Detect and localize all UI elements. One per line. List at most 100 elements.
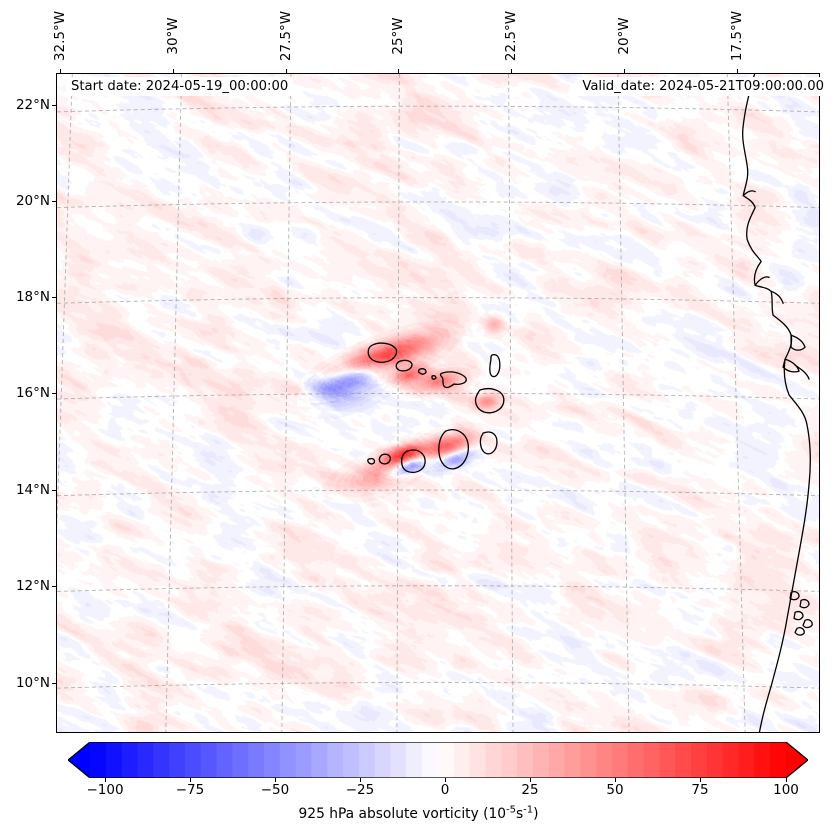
colorbar-band-23 [453,742,471,778]
river-mouth-2 [782,358,800,373]
cape-detail-1 [742,190,756,197]
ytick-mark-2 [52,297,56,299]
ytick-label-1: 20°N [15,193,50,209]
west-africa-coastline [742,74,811,732]
start-date-annotation: Start date: 2024-05-19_00:00:00 [66,77,294,97]
ytick-mark-1 [52,201,56,203]
parallel-0 [57,105,819,113]
colorbar-band-18 [374,742,392,778]
xtick-label-1: 30°W [165,17,181,55]
ytick-mark-4 [52,490,56,492]
xtick-label-0: 32.5°W [52,10,68,62]
colorbar-band-37 [675,742,692,778]
coastlines [367,74,813,732]
colorbar-tick-6: 50 [606,782,624,798]
colorbar-tick-4: 0 [440,782,450,798]
colorbar-label-mid: s [515,806,524,822]
colorbar-band-12 [279,742,297,778]
colorbar-tick-mark-4 [445,778,447,782]
xtick-label-3: 25°W [390,17,406,55]
islet-2 [799,598,810,609]
colorbar-band-16 [343,742,360,778]
colorbar[interactable] [68,742,808,778]
colorbar-axis-label: 925 hPa absolute vorticity (10-5s-1) [0,804,837,822]
colorbar-band-36 [659,742,676,778]
colorbar-band-15 [327,742,344,778]
colorbar-tick-mark-8 [786,778,788,782]
colorbar-band-30 [564,742,581,778]
colorbar-label-text: 925 hPa absolute vorticity (10 [298,806,507,822]
cape-detail-2 [770,290,784,304]
colorbar-gradient [68,742,808,778]
colorbar-band-22 [438,742,455,778]
parallel-3 [57,392,819,400]
colorbar-tick-mark-5 [530,778,532,782]
gambia-river [794,364,810,380]
colorbar-band-27 [517,742,534,778]
colorbar-label-exp1: -5 [506,804,516,816]
meridian-5 [617,74,630,732]
islet-4 [802,619,813,629]
colorbar-band-4 [153,742,170,778]
colorbar-band-2 [121,742,139,778]
meridian-6 [726,74,746,732]
ytick-mark-3 [52,393,56,395]
colorbar-band-5 [169,742,186,778]
colorbar-band-8 [216,742,233,778]
colorbar-band-26 [501,742,518,778]
xtick-label-2: 27.5°W [278,10,294,62]
xtick-mark-6 [737,69,739,73]
colorbar-band-20 [406,742,423,778]
colorbar-tick-2: −50 [260,782,290,798]
island-santiago [438,429,469,470]
ytick-label-2: 18°N [15,289,50,305]
colorbar-tick-mark-7 [700,778,702,782]
colorbar-band-24 [469,742,487,778]
parallel-6 [57,682,819,689]
colorbar-band-33 [612,742,629,778]
xtick-label-6: 17.5°W [729,10,745,62]
colorbar-tick-mark-6 [615,778,617,782]
island-boa-vista [474,388,505,414]
islet-1 [789,590,800,601]
colorbar-band-14 [311,742,328,778]
xtick-label-4: 22.5°W [503,10,519,62]
lat-lon-gridlines [57,74,819,732]
island-sao-nicolau [439,371,467,389]
ytick-label-3: 16°N [15,385,50,401]
meridian-2 [281,74,292,732]
colorbar-band-38 [691,742,708,778]
colorbar-tick-mark-2 [275,778,277,782]
island-sao-vicente [395,359,413,372]
meridian-0 [57,74,73,533]
map-plot-area[interactable] [56,73,820,733]
ytick-label-5: 12°N [15,578,50,594]
colorbar-band-42 [754,742,771,778]
colorbar-band-3 [137,742,154,778]
ytick-mark-0 [52,105,56,107]
xtick-mark-5 [624,69,626,73]
islet-5 [794,627,805,636]
parallel-5 [57,585,819,592]
ytick-mark-6 [52,683,56,685]
colorbar-band-13 [295,742,313,778]
cape-blanc [754,276,770,287]
colorbar-band-19 [390,742,407,778]
colorbar-band-41 [738,742,755,778]
colorbar-band-34 [627,742,645,778]
ytick-label-4: 14°N [15,482,50,498]
colorbar-extend-low [68,742,90,778]
island-brava [378,453,391,465]
ytick-label-0: 22°N [15,97,50,113]
colorbar-band-32 [596,742,613,778]
colorbar-band-40 [722,742,740,778]
colorbar-band-28 [532,742,550,778]
colorbar-band-11 [264,742,281,778]
parallel-1 [57,201,819,209]
ytick-mark-5 [52,586,56,588]
colorbar-band-10 [248,742,265,778]
colorbar-extend-high [786,742,808,778]
xtick-mark-4 [511,69,513,73]
colorbar-band-6 [184,742,202,778]
colorbar-tick-5: 25 [521,782,539,798]
